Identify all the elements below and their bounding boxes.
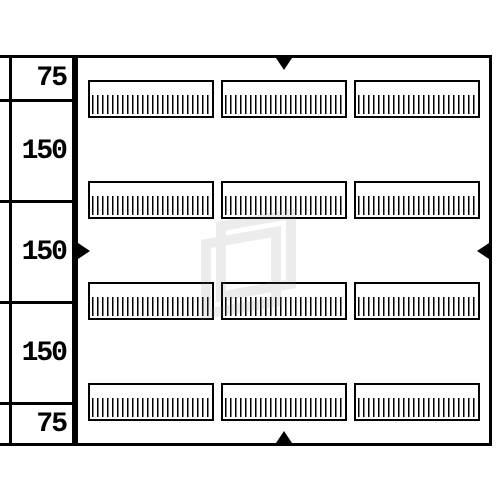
rail-teeth-icon xyxy=(358,95,476,114)
spacing-label: 150 xyxy=(22,338,66,369)
rail-teeth-icon xyxy=(225,95,343,114)
diagram-canvas: 75 150 150 150 75 xyxy=(0,0,501,501)
spacing-cell-0: 75 xyxy=(0,55,75,99)
spacing-label: 150 xyxy=(22,237,66,268)
rail-slot xyxy=(354,282,480,320)
rail-row xyxy=(88,80,480,118)
rail-teeth-icon xyxy=(92,297,210,316)
rail-row xyxy=(88,383,480,421)
rail-slot xyxy=(88,282,214,320)
rail-teeth-icon xyxy=(358,398,476,417)
rail-teeth-icon xyxy=(92,196,210,215)
rail-slot xyxy=(221,282,347,320)
rail-slot xyxy=(354,181,480,219)
rail-slot xyxy=(88,80,214,118)
rail-teeth-icon xyxy=(358,297,476,316)
marker-top-icon xyxy=(276,58,292,70)
rail-teeth-icon xyxy=(358,196,476,215)
rail-slot xyxy=(88,383,214,421)
spacing-label: 150 xyxy=(22,136,66,167)
rail-slot xyxy=(354,80,480,118)
rail-teeth-icon xyxy=(225,297,343,316)
rail-slot xyxy=(221,80,347,118)
spacing-cell-1: 150 xyxy=(0,99,75,200)
rail-teeth-icon xyxy=(92,398,210,417)
spacing-label: 75 xyxy=(36,63,66,94)
spacing-cell-3: 150 xyxy=(0,301,75,402)
marker-bottom-icon xyxy=(276,431,292,443)
marker-left-icon xyxy=(78,243,90,259)
marker-right-icon xyxy=(477,243,489,259)
spacing-cell-2: 150 xyxy=(0,200,75,301)
spacing-cell-4: 75 xyxy=(0,402,75,446)
rail-row xyxy=(88,181,480,219)
rail-teeth-icon xyxy=(225,398,343,417)
rail-slot xyxy=(88,181,214,219)
rail-row xyxy=(88,282,480,320)
rail-teeth-icon xyxy=(225,196,343,215)
rail-teeth-icon xyxy=(92,95,210,114)
spacing-label: 75 xyxy=(36,409,66,440)
rail-slot xyxy=(354,383,480,421)
rail-slot xyxy=(221,181,347,219)
rail-slot xyxy=(221,383,347,421)
